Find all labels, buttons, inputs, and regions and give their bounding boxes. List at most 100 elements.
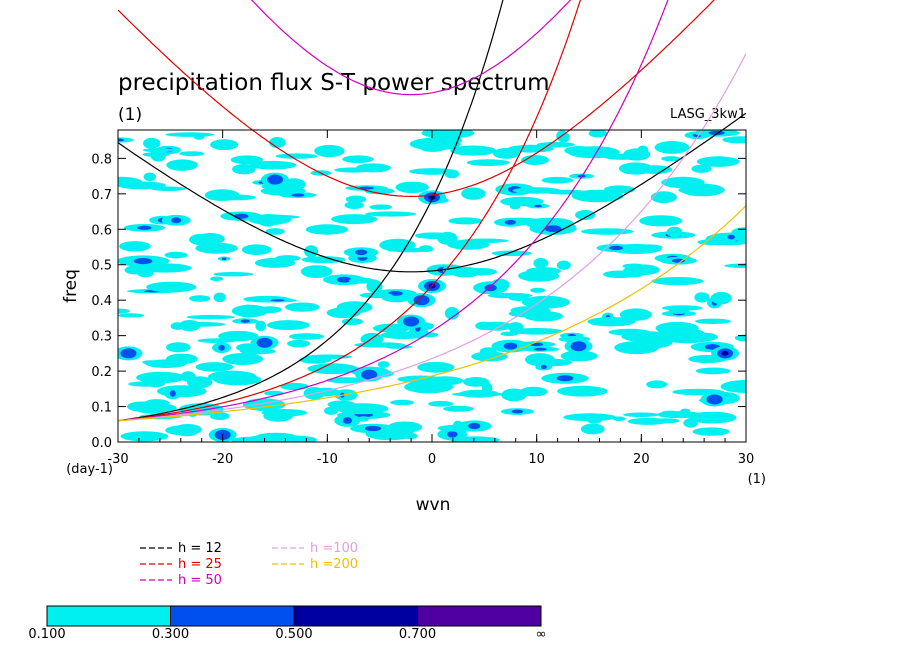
field-patch: [142, 148, 175, 153]
hotspot: [361, 369, 378, 380]
field-patch: [324, 406, 339, 415]
field-patch: [720, 380, 746, 393]
field-patch: [390, 399, 415, 406]
field-patch: [195, 242, 238, 254]
field-patch: [342, 155, 374, 163]
field-patch-high: [171, 217, 182, 224]
field-patch: [521, 155, 549, 165]
field-patch: [523, 273, 548, 279]
field-patch: [450, 145, 497, 156]
field-patch: [556, 260, 571, 270]
field-patch: [680, 183, 725, 197]
field-patch: [178, 320, 201, 332]
y-axis: 0.0 0.1 0.2 0.3 0.4 0.5 0.6 0.7 0.8: [91, 152, 746, 451]
x-tick-label: -10: [317, 452, 338, 467]
legend-label: h = 50: [178, 573, 222, 588]
field-patch-high: [533, 204, 542, 208]
field-patch: [722, 136, 746, 144]
field-patch: [443, 405, 474, 412]
field-patch: [447, 239, 490, 250]
field-patch: [557, 385, 608, 397]
field-patch: [264, 390, 284, 396]
field-patch: [571, 189, 624, 203]
colorbar-segment: [170, 605, 295, 627]
y-unit-label: (day-1): [66, 462, 113, 477]
y-tick-label: 0.5: [91, 259, 112, 274]
field-patch: [623, 148, 651, 161]
colorbar-segment: [293, 605, 418, 627]
field-patch: [120, 431, 169, 442]
field-patch: [466, 159, 510, 167]
field-patch: [461, 187, 486, 200]
colorbar-label: 0.700: [399, 627, 436, 642]
y-tick-label: 0.1: [91, 401, 112, 416]
field-patch: [476, 322, 504, 329]
field-patch: [141, 400, 163, 409]
field-patch: [428, 400, 454, 407]
field-patch: [164, 251, 188, 259]
chart-title: precipitation flux S-T power spectrum: [118, 70, 550, 96]
field-patch-high: [270, 299, 285, 302]
field-patch: [284, 302, 320, 312]
legend-label: h =200: [310, 557, 358, 572]
field-patch: [448, 217, 483, 225]
field-patch: [218, 330, 259, 342]
field-patch: [471, 351, 508, 362]
field-patch: [387, 421, 422, 433]
field-patch: [507, 144, 554, 153]
y-tick-label: 0.0: [91, 436, 112, 451]
field-patch: [345, 195, 367, 204]
field-patch: [481, 382, 493, 394]
field-patch: [355, 163, 391, 173]
field-patch: [239, 348, 276, 355]
x-axis: -30 -20 -10 0 10 20 30: [107, 130, 754, 467]
field-patch: [344, 201, 364, 209]
field-patch: [305, 224, 349, 235]
field-patch: [651, 418, 680, 424]
chart-subtitle: (1): [118, 105, 142, 125]
field-patch: [269, 137, 286, 148]
hotspot-core: [721, 350, 729, 356]
field-patch: [208, 370, 257, 383]
field-patch-high: [137, 225, 152, 230]
hotspot: [256, 337, 273, 348]
field-patch: [265, 228, 285, 235]
field-patch: [680, 408, 691, 414]
field-patch-high: [533, 347, 547, 351]
field-patch: [530, 287, 545, 293]
field-patch: [428, 136, 444, 149]
field-patch-high: [447, 431, 458, 438]
y-axis-label: freq: [61, 269, 81, 303]
field-patch: [210, 412, 230, 421]
hotspot: [267, 174, 283, 185]
field-patch: [447, 136, 462, 144]
field-patch: [146, 281, 197, 293]
field-patch: [541, 176, 574, 184]
field-patch-high: [355, 249, 368, 256]
x-unit-label: (1): [748, 472, 766, 487]
field-patch: [314, 144, 345, 158]
dispersion-curve-lower: [118, 205, 746, 422]
field-patch: [118, 137, 134, 143]
field-patch: [710, 291, 732, 305]
field-patch: [509, 328, 563, 335]
field-patch: [623, 412, 660, 418]
field-patch: [563, 413, 617, 422]
field-patch: [691, 164, 712, 173]
field-patch: [560, 350, 598, 362]
field-patch-high: [556, 375, 574, 382]
colorbar-segment: [46, 605, 171, 627]
field-patch: [254, 257, 296, 268]
field-patch: [625, 313, 639, 322]
field-patch: [651, 277, 704, 286]
field-patch: [587, 317, 636, 327]
field-patch: [241, 244, 272, 255]
field-patch: [358, 416, 369, 422]
field-patch-high: [364, 425, 382, 432]
field-patch: [487, 292, 533, 299]
field-patch: [417, 361, 455, 373]
field-patch: [449, 436, 500, 442]
field-patch: [646, 380, 668, 389]
